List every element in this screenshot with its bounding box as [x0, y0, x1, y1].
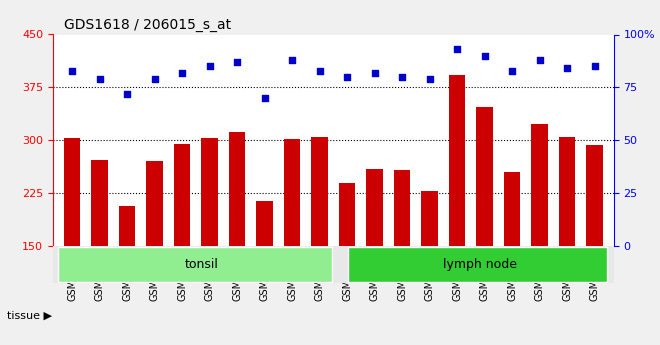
Point: [452, 47, 463, 52]
Bar: [174, 144, 190, 246]
Bar: [449, 75, 465, 246]
Point: [479, 53, 490, 58]
Point: [287, 57, 298, 63]
Bar: [531, 124, 548, 246]
Point: [67, 68, 77, 73]
FancyBboxPatch shape: [348, 247, 607, 282]
Text: tissue ▶: tissue ▶: [7, 311, 51, 321]
Text: GDS1618 / 206015_s_at: GDS1618 / 206015_s_at: [64, 18, 231, 32]
Point: [314, 68, 325, 73]
Point: [149, 76, 160, 82]
Text: lymph node: lymph node: [444, 258, 517, 271]
Bar: [147, 161, 163, 246]
Bar: [256, 200, 273, 246]
Point: [535, 57, 545, 63]
Bar: [229, 132, 246, 246]
Bar: [504, 172, 520, 246]
Point: [507, 68, 517, 73]
Point: [589, 63, 600, 69]
Point: [205, 63, 215, 69]
Bar: [284, 139, 300, 246]
Point: [342, 74, 352, 80]
Bar: [312, 137, 328, 246]
Bar: [477, 107, 493, 246]
Point: [370, 70, 380, 76]
Point: [94, 76, 105, 82]
Bar: [366, 169, 383, 246]
Bar: [339, 183, 355, 246]
FancyBboxPatch shape: [58, 247, 332, 282]
Point: [259, 95, 270, 101]
Point: [232, 59, 242, 65]
Bar: [91, 160, 108, 246]
Bar: [64, 138, 81, 246]
Point: [122, 91, 133, 97]
Bar: [394, 170, 411, 246]
Point: [424, 76, 435, 82]
Bar: [559, 137, 576, 246]
Bar: [586, 146, 603, 246]
Point: [397, 74, 407, 80]
Text: tonsil: tonsil: [184, 258, 218, 271]
Point: [562, 66, 572, 71]
Bar: [421, 191, 438, 246]
Bar: [119, 206, 135, 246]
Bar: [201, 138, 218, 246]
Point: [177, 70, 187, 76]
